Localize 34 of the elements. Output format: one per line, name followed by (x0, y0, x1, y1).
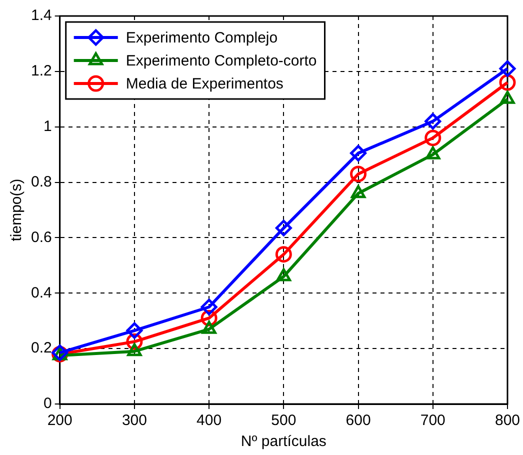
legend-label: Experimento Completo-corto (126, 52, 317, 70)
y-tick-label: 0.8 (30, 173, 52, 190)
point (350, 144, 367, 162)
point (424, 113, 442, 130)
point (275, 246, 292, 263)
point (350, 166, 367, 182)
y-tick-label: 0 (44, 395, 52, 412)
x-tick-label: 700 (420, 412, 446, 430)
x-tick-label: 500 (271, 412, 296, 430)
point (424, 130, 442, 146)
x-tick-label: 800 (494, 412, 520, 430)
y-tick-label: 0.4 (30, 284, 52, 302)
y-axis-title: tiempo(s) (8, 178, 26, 242)
point (200, 298, 218, 316)
legend-label: Experimento Complejo (126, 30, 278, 47)
x-tick-label: 600 (346, 412, 371, 430)
legend-label: Media de Experimentos (126, 76, 284, 93)
y-tick-label: 0.2 (30, 340, 52, 357)
point (499, 74, 516, 91)
point (202, 320, 216, 334)
point (126, 322, 143, 339)
x-axis-title: Nº partículas (240, 433, 326, 450)
y-tick-label: 0.6 (30, 228, 52, 246)
y-tick-label: 1 (44, 118, 52, 135)
x-tick-label: 400 (196, 412, 222, 430)
point (499, 60, 516, 77)
y-tick-label: 1.4 (30, 7, 52, 24)
point (276, 268, 291, 282)
point (350, 185, 366, 198)
y-tick-label: 1.2 (30, 62, 52, 80)
x-tick-label: 200 (47, 412, 72, 430)
point (127, 343, 142, 356)
point (275, 220, 292, 236)
x-tick-label: 300 (122, 412, 147, 430)
